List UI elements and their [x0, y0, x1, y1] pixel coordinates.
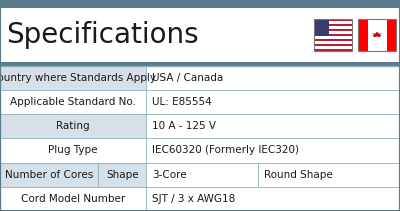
Text: USA / Canada: USA / Canada [152, 73, 224, 83]
Text: Rating: Rating [56, 121, 90, 131]
Bar [0, 0, 400, 8]
Bar [0, 114, 146, 138]
Bar [314, 29, 352, 31]
Bar [314, 19, 329, 36]
Text: Plug Type: Plug Type [48, 145, 98, 156]
Text: 3-Core: 3-Core [152, 170, 187, 180]
Bar [146, 114, 400, 138]
Bar [314, 19, 352, 51]
Text: IEC60320 (Formerly IEC320): IEC60320 (Formerly IEC320) [152, 145, 299, 156]
Bar [0, 138, 146, 162]
Bar [146, 187, 400, 211]
Bar [146, 162, 258, 187]
Text: UL: E85554: UL: E85554 [152, 97, 212, 107]
Bar [314, 21, 352, 24]
Text: Shape: Shape [106, 170, 138, 180]
Bar [258, 162, 400, 187]
Bar [314, 49, 352, 51]
Bar [146, 90, 400, 114]
Bar [98, 162, 146, 187]
Bar [314, 26, 352, 29]
Bar [314, 46, 352, 49]
Bar [358, 19, 396, 51]
Bar [0, 187, 146, 211]
Text: Specifications: Specifications [6, 21, 199, 49]
Text: Round Shape: Round Shape [264, 170, 332, 180]
Bar [314, 41, 352, 44]
Bar [386, 19, 396, 51]
Bar [146, 138, 400, 162]
Bar [358, 19, 368, 51]
Bar [0, 90, 146, 114]
Bar [314, 19, 352, 21]
Bar [314, 31, 352, 34]
Bar [146, 66, 400, 90]
Polygon shape [372, 32, 382, 37]
Bar [314, 34, 352, 36]
Bar [0, 66, 146, 90]
Bar [314, 39, 352, 41]
Bar [314, 24, 352, 26]
Text: SJT / 3 x AWG18: SJT / 3 x AWG18 [152, 194, 236, 204]
Bar [0, 8, 400, 62]
Bar [358, 19, 396, 51]
Text: 10 A - 125 V: 10 A - 125 V [152, 121, 216, 131]
Bar [0, 62, 400, 66]
Bar [314, 44, 352, 46]
Bar [0, 66, 400, 211]
Text: Applicable Standard No.: Applicable Standard No. [10, 97, 136, 107]
Bar [314, 36, 352, 39]
Bar [0, 162, 98, 187]
Text: Country where Standards Apply: Country where Standards Apply [0, 73, 156, 83]
Text: Cord Model Number: Cord Model Number [21, 194, 125, 204]
Text: Number of Cores: Number of Cores [5, 170, 93, 180]
